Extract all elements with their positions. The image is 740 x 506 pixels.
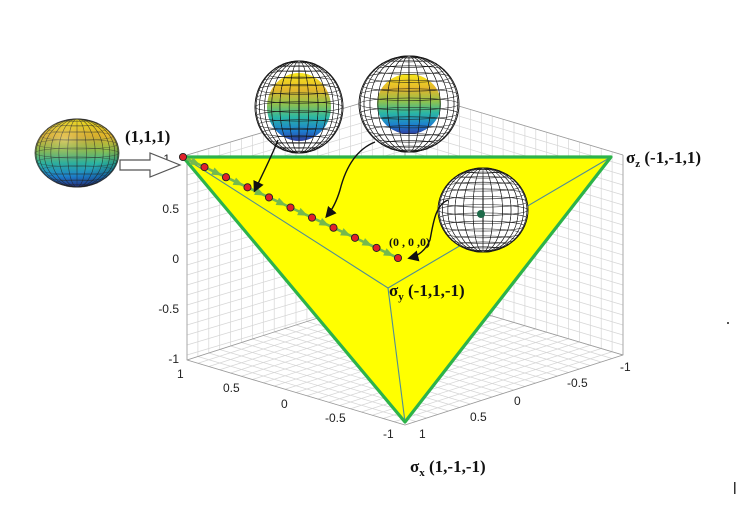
trajectory-point — [243, 183, 252, 192]
origin-label: (0 , 0 ,0) — [389, 235, 430, 249]
trajectory-point — [286, 203, 295, 212]
vertex-label-111: (1,1,1) — [125, 127, 170, 146]
right-tick-label: 0 — [514, 394, 521, 408]
trajectory-arrowhead — [211, 167, 222, 176]
trajectory-point — [178, 152, 188, 162]
wire-ellipsoid-1 — [254, 60, 344, 154]
left-tick-label: -0.5 — [325, 411, 346, 425]
left-tick-label: 1 — [177, 367, 184, 381]
trajectory-arrowhead — [340, 228, 351, 236]
pointer-arrow-111 — [119, 152, 182, 178]
right-tick-label: -0.5 — [567, 376, 588, 390]
z-axis-ticks: 1 0.5 0 -0.5 -1 — [158, 152, 179, 366]
trajectory-point — [350, 233, 360, 242]
trajectory-arrowhead — [189, 157, 201, 166]
vertex-label-sigma-y: σy (-1,1,-1) — [389, 281, 465, 303]
trajectory-arrowhead — [383, 248, 394, 257]
trajectory-point — [307, 213, 317, 222]
right-tick-label: 1 — [419, 427, 426, 441]
right-axis-ticks: 1 0.5 0 -0.5 -1 — [419, 360, 631, 441]
vertex-label-sigma-z: σz (-1,-1,1) — [626, 148, 701, 170]
trajectory-arrowhead — [232, 177, 244, 186]
trajectory-arrowhead — [361, 238, 373, 247]
vertex-label-sigma-x: σx (1,-1,-1) — [410, 457, 486, 479]
trajectory-arrowhead — [297, 207, 308, 216]
trajectory-point — [393, 253, 403, 263]
z-tick-label: 0.5 — [162, 202, 179, 216]
left-axis-ticks: 1 0.5 0 -0.5 -1 — [177, 367, 394, 441]
trajectory-point — [200, 163, 209, 172]
wire-ellipsoid-2 — [358, 55, 460, 153]
right-tick-label: -1 — [620, 360, 631, 374]
z-tick-label: -1 — [168, 352, 179, 366]
z-tick-label: 1 — [163, 152, 170, 166]
left-tick-label: -1 — [383, 427, 394, 441]
trajectory-point — [221, 173, 231, 182]
trajectory-arrowhead — [275, 197, 287, 206]
trajectory-arrowhead — [318, 217, 330, 226]
z-tick-label: -0.5 — [158, 302, 179, 316]
left-tick-label: 0 — [281, 397, 288, 411]
wire-ellipsoid-3 — [437, 167, 529, 253]
edge-mark — [734, 482, 736, 494]
right-tick-label: 0.5 — [470, 410, 487, 424]
trajectory-point — [264, 193, 274, 202]
trajectory-point — [329, 223, 338, 232]
left-tick-label: 0.5 — [223, 381, 240, 395]
z-tick-label: 0 — [172, 252, 179, 266]
ellipsoid-111 — [34, 118, 120, 188]
curved-arrows — [253, 139, 449, 262]
trajectory-point — [372, 243, 381, 252]
edge-dot — [727, 322, 729, 324]
